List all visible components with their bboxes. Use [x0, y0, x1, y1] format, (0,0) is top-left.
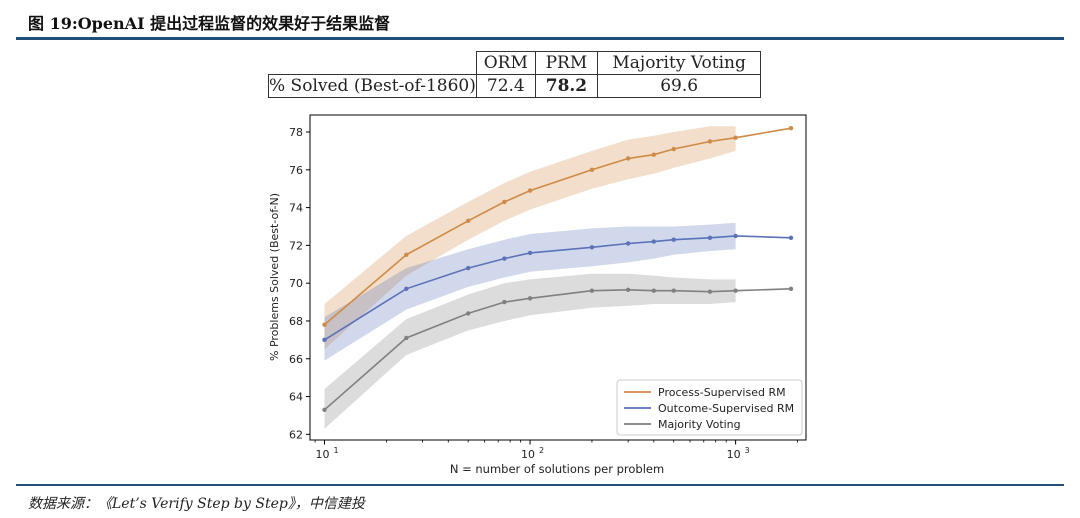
process-supervised-rm-point	[671, 146, 676, 152]
process-supervised-rm-point	[788, 126, 794, 131]
majority-voting-point	[671, 288, 676, 293]
process-supervised-rm-point	[707, 139, 713, 144]
majority-voting-line	[323, 288, 792, 411]
majority-voting-confidence-band	[324, 273, 736, 429]
process-supervised-rm-point	[625, 156, 631, 161]
legend-label: Process-Supervised RM	[658, 386, 786, 399]
y-tick-label: 62	[289, 428, 303, 441]
y-tick-label: 78	[289, 126, 303, 139]
outcome-supervised-rm-point	[671, 237, 676, 242]
x-tick-label: 10	[316, 448, 330, 461]
majority-voting-point	[788, 286, 794, 292]
x-tick-label: 10	[727, 448, 741, 461]
y-tick-label: 68	[289, 315, 303, 328]
majority-voting-point	[527, 296, 533, 301]
process-supervised-rm-point	[527, 188, 533, 193]
outcome-supervised-rm-point	[625, 241, 631, 246]
process-supervised-rm-point	[465, 218, 471, 224]
row-label: % Solved (Best-of-1860)	[268, 74, 477, 98]
outcome-supervised-rm-point	[502, 256, 507, 261]
majority-voting-point	[589, 288, 595, 293]
majority-voting-point	[625, 287, 631, 292]
top-rule	[16, 37, 1064, 40]
outcome-supervised-rm-point	[465, 265, 471, 271]
y-tick-label: 76	[289, 164, 303, 177]
legend-label: Majority Voting	[658, 418, 741, 431]
value-majority-voting: 69.6	[597, 74, 762, 98]
process-supervised-rm-line	[323, 127, 792, 326]
y-tick-label: 72	[289, 239, 303, 252]
majority-voting-point	[733, 288, 738, 293]
outcome-supervised-rm-point	[651, 239, 657, 244]
majority-voting-point	[502, 299, 507, 305]
header-majority-voting: Majority Voting	[597, 51, 762, 75]
outcome-supervised-rm-confidence-band	[324, 222, 736, 361]
y-tick-label: 70	[289, 277, 303, 290]
majority-voting-point	[404, 335, 409, 341]
outcome-supervised-rm-line	[324, 235, 792, 341]
table-row: % Solved (Best-of-1860) 72.4 78.2 69.6	[268, 74, 762, 98]
y-tick-label: 66	[289, 353, 303, 366]
majority-voting-point	[707, 289, 713, 294]
outcome-supervised-rm-point	[322, 337, 327, 343]
source-note: 数据来源：《Let’s Verify Step by Step》，中信建投	[28, 496, 365, 512]
value-prm: 78.2	[534, 74, 599, 98]
y-tick-label: 74	[289, 202, 303, 215]
results-table: ORM PRM Majority Voting % Solved (Best-o…	[268, 51, 762, 98]
y-tick-label: 64	[289, 391, 303, 404]
process-supervised-rm-point	[733, 135, 738, 140]
outcome-supervised-rm-point	[707, 235, 713, 241]
legend: Process-Supervised RM Outcome-Supervised …	[616, 379, 803, 436]
outcome-supervised-rm-point	[733, 233, 738, 239]
legend-box	[616, 379, 803, 436]
x-axis-label: N = number of solutions per problem	[450, 462, 664, 476]
process-supervised-rm-point	[502, 199, 507, 205]
legend-label: Outcome-Supervised RM	[658, 402, 794, 415]
majority-voting-point	[651, 288, 657, 293]
x-tick-label: 10	[521, 448, 535, 461]
majority-voting-point	[322, 407, 327, 412]
x-tick-exponent: 3	[745, 446, 750, 455]
bottom-rule	[16, 484, 1064, 486]
process-supervised-rm-point	[404, 252, 409, 258]
x-tick-exponent: 1	[334, 446, 339, 455]
process-supervised-rm-point	[589, 167, 595, 172]
majority-voting-point	[465, 311, 471, 316]
process-supervised-rm-point	[651, 152, 657, 157]
x-tick-exponent: 2	[539, 446, 544, 455]
y-axis-label: % Problems Solved (Best-of-N)	[268, 193, 281, 361]
outcome-supervised-rm-point	[404, 286, 409, 292]
outcome-supervised-rm-point	[788, 235, 794, 241]
process-supervised-rm-confidence-band	[324, 126, 736, 350]
plot-frame	[309, 114, 807, 441]
outcome-supervised-rm-point	[527, 250, 533, 256]
figure-title: 图 19:OpenAI 提出过程监督的效果好于结果监督	[28, 14, 391, 33]
outcome-supervised-rm-point	[589, 245, 595, 250]
process-supervised-rm-point	[322, 322, 327, 327]
